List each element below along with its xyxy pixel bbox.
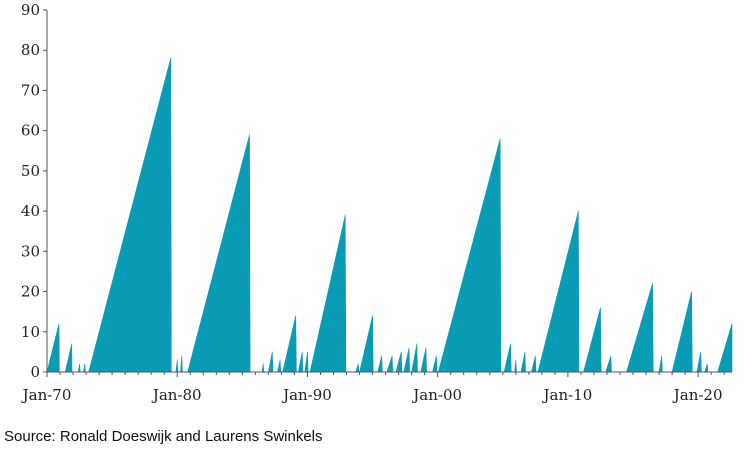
y-tick-label: 20: [21, 283, 40, 301]
y-tick-label: 80: [21, 41, 40, 59]
x-tick-label: Jan-90: [281, 386, 332, 404]
y-tick-label: 90: [21, 1, 40, 19]
y-tick-labels: 0 10 20 30 40 50 60 70 80 90: [21, 1, 40, 381]
y-tick-label: 30: [21, 242, 40, 260]
area-series-0: [46, 57, 733, 373]
source-note: Source: Ronald Doeswijk and Laurens Swin…: [4, 428, 323, 445]
x-tick-label: Jan-00: [411, 386, 462, 404]
plot-area: [46, 57, 733, 373]
y-tick-label: 50: [21, 162, 40, 180]
y-tick-label: 70: [21, 81, 40, 99]
y-tick-label: 40: [21, 202, 40, 220]
y-tick-label: 60: [21, 122, 40, 140]
x-tick-label: Jan-10: [542, 386, 593, 404]
x-tick-label: Jan-20: [672, 386, 723, 404]
x-tick-labels: Jan-70 Jan-80 Jan-90 Jan-00 Jan-10 Jan-20: [21, 386, 723, 404]
y-tick-label: 0: [30, 363, 40, 381]
axes: [43, 9, 732, 377]
x-tick-label: Jan-70: [21, 386, 72, 404]
x-tick-label: Jan-80: [151, 386, 202, 404]
y-tick-label: 10: [21, 323, 40, 341]
